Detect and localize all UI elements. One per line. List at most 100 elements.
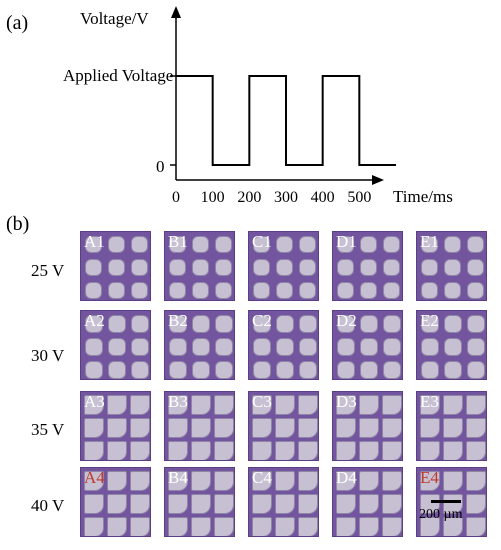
x-tick-label: 0 xyxy=(172,189,180,206)
micrograph-tile: B2 xyxy=(164,310,235,380)
electrode-pad xyxy=(106,493,127,514)
electrode-pad xyxy=(214,314,233,333)
electrode-pad xyxy=(213,440,234,460)
electrode-pad xyxy=(381,470,402,491)
electrode-pad xyxy=(129,417,150,438)
electrode-pad xyxy=(213,394,234,415)
electrode-pad xyxy=(190,394,211,415)
electrode-pad xyxy=(108,282,125,299)
electrode-pad xyxy=(85,282,102,299)
scale-bar xyxy=(431,500,461,503)
electrode-pad xyxy=(106,394,127,415)
electrode-pad xyxy=(253,236,270,253)
electrode-pad xyxy=(444,236,461,253)
electrode-pad xyxy=(213,516,234,536)
tile-label: A2 xyxy=(84,311,105,330)
electrode-pad xyxy=(274,394,295,415)
electrode-pad xyxy=(420,360,439,379)
electrode-pad xyxy=(251,493,272,514)
electrode-pad xyxy=(442,493,463,514)
micrograph-tile: A4 xyxy=(80,467,151,537)
tile-label: E3 xyxy=(420,392,439,411)
electrode-pad xyxy=(215,259,232,276)
electrode-pad xyxy=(421,236,438,253)
x-axis-arrow xyxy=(372,175,384,185)
electrode-pad xyxy=(297,516,318,536)
electrode-pad xyxy=(297,470,318,491)
electrode-pad xyxy=(381,440,402,460)
micrograph-tile: B4 xyxy=(164,467,235,537)
electrode-pad xyxy=(192,282,209,299)
micrograph-tile: A2 xyxy=(80,310,151,380)
electrode-pad xyxy=(442,440,463,460)
y-tick-applied-voltage: Applied Voltage xyxy=(63,66,174,85)
electrode-pad xyxy=(359,337,378,356)
electrode-pad xyxy=(130,360,149,379)
electrode-pad xyxy=(420,314,439,333)
electrode-pad xyxy=(251,516,272,536)
tile-label: E4 xyxy=(420,468,439,487)
electrode-pad xyxy=(298,314,317,333)
y-axis-label: Voltage/V xyxy=(80,9,149,28)
electrode-pad xyxy=(191,337,210,356)
electrode-pad xyxy=(252,337,271,356)
electrode-pad xyxy=(382,314,401,333)
electrode-pad xyxy=(84,337,103,356)
electrode-pad xyxy=(336,360,355,379)
tile-label: A3 xyxy=(84,392,105,411)
electrode-pad xyxy=(168,360,187,379)
electrode-pad xyxy=(383,259,400,276)
electrode-pad xyxy=(251,394,272,415)
electrode-pad xyxy=(190,516,211,536)
micrograph-tile: C1 xyxy=(248,231,319,301)
electrode-pad xyxy=(335,470,356,491)
electrode-pad xyxy=(336,337,355,356)
electrode-pad xyxy=(167,470,188,491)
electrode-pad xyxy=(191,314,210,333)
electrode-pad xyxy=(252,314,271,333)
micrograph-tile: C2 xyxy=(248,310,319,380)
x-tick-label: 500 xyxy=(347,189,371,206)
electrode-pad xyxy=(443,314,462,333)
y-axis-arrow xyxy=(171,6,181,18)
panel-a-label: (a) xyxy=(6,12,29,34)
electrode-pad xyxy=(419,440,440,460)
electrode-pad xyxy=(252,360,271,379)
y-tick-zero: 0 xyxy=(156,157,165,176)
electrode-pad xyxy=(359,314,378,333)
micrograph-tile: A1 xyxy=(80,231,151,301)
electrode-pad xyxy=(169,236,186,253)
micrograph-tile: E3 xyxy=(416,391,487,461)
electrode-pad xyxy=(465,470,486,491)
electrode-pad xyxy=(129,470,150,491)
electrode-pad xyxy=(83,394,104,415)
electrode-pad xyxy=(298,337,317,356)
tile-label: B3 xyxy=(168,392,188,411)
panel-b-label: (b) xyxy=(6,213,30,235)
electrode-pad xyxy=(275,337,294,356)
micrograph-tile: B3 xyxy=(164,391,235,461)
tile-label: B2 xyxy=(168,311,188,330)
electrode-pad xyxy=(444,259,461,276)
electrode-pad xyxy=(85,236,102,253)
electrode-pad xyxy=(276,282,293,299)
electrode-pad xyxy=(129,440,150,460)
electrode-pad xyxy=(213,470,234,491)
electrode-pad xyxy=(214,360,233,379)
x-axis-label: Time/ms xyxy=(393,187,453,206)
electrode-pad xyxy=(83,493,104,514)
electrode-pad xyxy=(274,440,295,460)
electrode-pad xyxy=(190,470,211,491)
electrode-pad xyxy=(358,470,379,491)
electrode-pad xyxy=(297,493,318,514)
electrode-pad xyxy=(442,417,463,438)
electrode-pad xyxy=(336,314,355,333)
micrograph-tile: C4 xyxy=(248,467,319,537)
electrode-pad xyxy=(251,470,272,491)
electrode-pad xyxy=(465,394,486,415)
electrode-pad xyxy=(213,417,234,438)
electrode-pad xyxy=(299,259,316,276)
electrode-pad xyxy=(335,440,356,460)
electrode-pad xyxy=(83,417,104,438)
row-label-35v: 35 V xyxy=(31,420,65,439)
